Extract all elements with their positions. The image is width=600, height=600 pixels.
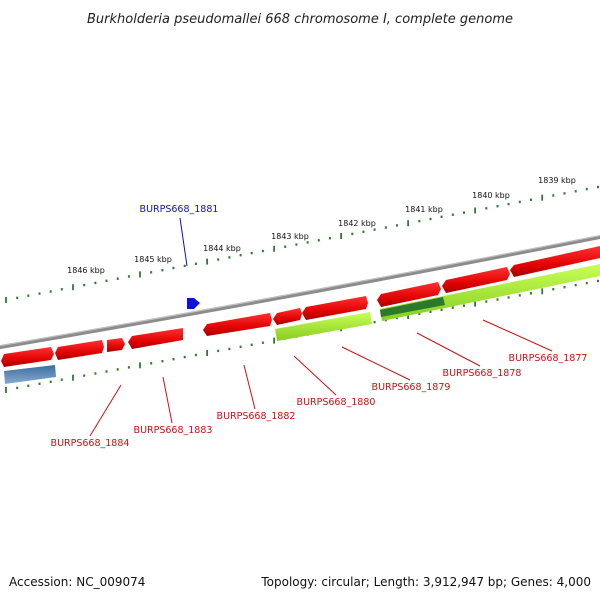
kbp-label: 1844 kbp <box>203 244 241 253</box>
gene-label-1877[interactable]: BURPS668_1877 <box>509 353 588 364</box>
genome-summary-text: Topology: circular; Length: 3,912,947 bp… <box>260 575 591 589</box>
red-gene-track <box>1 246 600 367</box>
gene-label-1881[interactable]: BURPS668_1881 <box>140 204 219 215</box>
marker-leader-line <box>179 217 188 267</box>
kbp-label: 1846 kbp <box>67 266 105 275</box>
chromosome-backbone-highlight <box>0 235 600 347</box>
red-gene[interactable] <box>1 347 54 367</box>
kbp-label: 1843 kbp <box>271 232 309 241</box>
gene-label-1878[interactable]: BURPS668_1878 <box>443 368 522 379</box>
red-gene[interactable] <box>377 282 441 307</box>
kbp-label: 1841 kbp <box>405 205 443 214</box>
green-gene-track <box>275 264 600 341</box>
kbp-label: 1842 kbp <box>338 219 376 228</box>
red-gene[interactable] <box>128 328 183 349</box>
kbp-labels: 1846 kbp 1845 kbp 1844 kbp 1843 kbp 1842… <box>67 176 576 275</box>
green-gene[interactable] <box>275 312 372 341</box>
kbp-label: 1839 kbp <box>538 176 576 185</box>
map-title: Burkholderia pseudomallei 668 chromosome… <box>87 12 513 27</box>
accession-text: Accession: NC_009074 <box>9 575 145 589</box>
kbp-label: 1840 kbp <box>472 191 510 200</box>
gene-label-1879[interactable]: BURPS668_1879 <box>372 382 451 393</box>
gene-label-1884[interactable]: BURPS668_1884 <box>51 438 130 449</box>
red-gene[interactable] <box>203 313 272 336</box>
red-gene[interactable] <box>442 267 510 293</box>
outer-tick-track <box>5 185 599 303</box>
red-gene[interactable] <box>55 340 104 360</box>
red-gene[interactable] <box>107 338 125 352</box>
gene-label-1882[interactable]: BURPS668_1882 <box>217 411 296 422</box>
blue-gene[interactable] <box>4 365 56 384</box>
kbp-label: 1845 kbp <box>134 255 172 264</box>
gene-labels: BURPS668_1877 BURPS668_1878 BURPS668_187… <box>51 353 588 449</box>
chromosome-backbone <box>0 234 600 350</box>
gene-label-1880[interactable]: BURPS668_1880 <box>297 397 376 408</box>
red-gene[interactable] <box>510 246 600 277</box>
gene-marker-1881[interactable] <box>187 298 200 309</box>
gene-leader-lines <box>89 319 553 437</box>
red-gene[interactable] <box>302 296 368 320</box>
red-gene[interactable] <box>273 308 302 325</box>
dark-green-gene[interactable] <box>380 297 445 317</box>
gene-label-1883[interactable]: BURPS668_1883 <box>134 425 213 436</box>
